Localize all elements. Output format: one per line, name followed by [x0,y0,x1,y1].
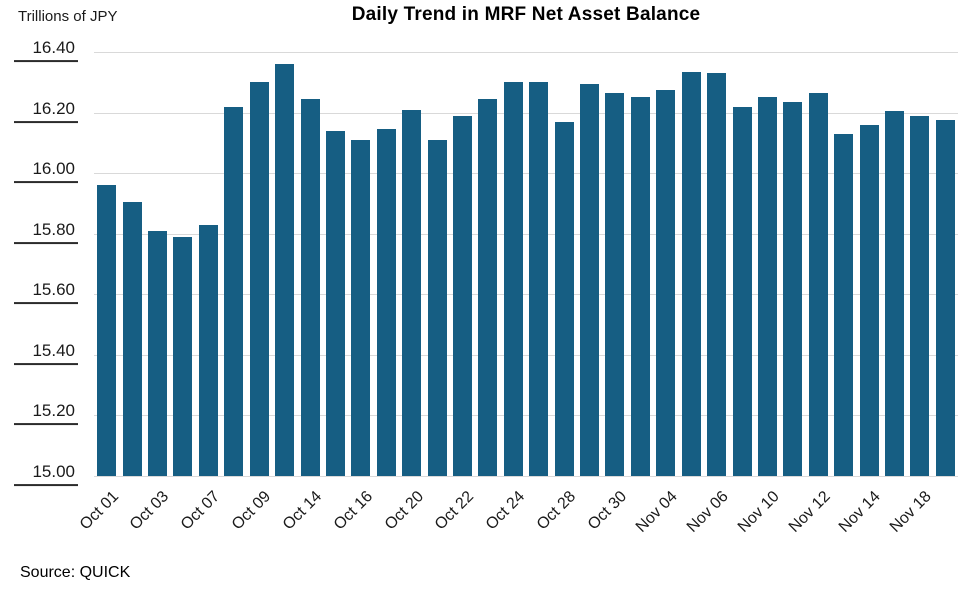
bar-oct-24 [503,82,523,476]
x-tick-label: Nov 14 [836,488,885,536]
bar-oct-10 [275,64,295,476]
bar-oct-14 [300,98,320,476]
bar-oct-06 [173,236,193,476]
chart-title: Daily Trend in MRF Net Asset Balance [351,4,701,25]
y-tick-label: 15.20 [14,402,78,426]
x-tick-label: Oct 16 [330,488,376,534]
x-tick-label: Oct 09 [228,488,275,534]
bar-oct-09 [249,82,269,476]
bar-nov-06 [707,73,727,476]
bar-oct-21 [427,139,447,476]
bar-oct-15 [325,130,345,476]
gridline [94,113,958,114]
gridline [94,415,958,416]
x-tick-label: Nov 04 [632,488,681,536]
x-tick-label: Oct 20 [381,488,427,534]
bar-nov-05 [681,71,701,476]
bar-oct-01 [97,185,117,476]
plot-area [94,52,958,477]
gridline [94,294,958,295]
bar-nov-14 [859,124,879,476]
gridline [94,52,958,53]
x-tick-label: Nov 10 [734,488,783,536]
y-tick-label: 16.20 [14,99,78,123]
bar-nov-07 [732,106,752,476]
y-tick-label: 15.60 [14,280,78,305]
gridline [94,234,958,235]
bar-nov-11 [783,102,803,476]
bar-oct-20 [402,109,422,476]
gridline [94,476,958,477]
x-tick-label: Nov 18 [887,488,935,536]
x-tick-label: Oct 14 [279,488,326,534]
x-tick-label: Oct 24 [482,488,529,534]
bar-oct-16 [351,139,371,476]
bar-oct-23 [478,98,498,476]
bar-nov-19 [935,120,955,476]
bar-oct-31 [630,97,650,476]
x-tick-label: Oct 07 [178,488,224,534]
x-tick-label: Oct 01 [76,488,122,534]
source-note: Source: QUICK [20,564,131,581]
bar-nov-18 [910,115,930,476]
bar-nov-10 [757,97,777,476]
y-axis-unit-label: Trillions of JPY [18,8,118,25]
y-tick-label: 16.40 [14,38,78,63]
y-tick-label: 16.00 [14,159,78,184]
bar-nov-12 [808,92,828,476]
y-tick-label: 15.40 [14,341,78,365]
bar-oct-07 [198,224,218,476]
bar-oct-28 [554,121,574,476]
bar-nov-17 [885,111,904,476]
bar-oct-08 [224,106,244,476]
bar-oct-30 [605,92,625,476]
bar-oct-22 [453,115,472,476]
y-tick-label: 15.80 [14,220,78,244]
x-tick-label: Nov 12 [785,488,834,536]
x-tick-label: Oct 22 [432,488,478,534]
bar-oct-02 [122,201,142,476]
x-tick-label: Oct 28 [533,488,580,534]
bar-oct-17 [376,129,396,476]
x-tick-label: Oct 30 [584,488,630,534]
y-tick-label: 15.00 [14,462,78,487]
gridline [94,173,958,174]
bar-nov-04 [656,89,676,476]
x-tick-label: Nov 06 [683,488,732,536]
bar-oct-27 [529,82,549,476]
bar-nov-13 [834,133,854,476]
bar-oct-03 [148,230,167,476]
gridline [94,355,958,356]
bar-oct-29 [580,83,599,476]
x-tick-label: Oct 03 [127,488,173,534]
